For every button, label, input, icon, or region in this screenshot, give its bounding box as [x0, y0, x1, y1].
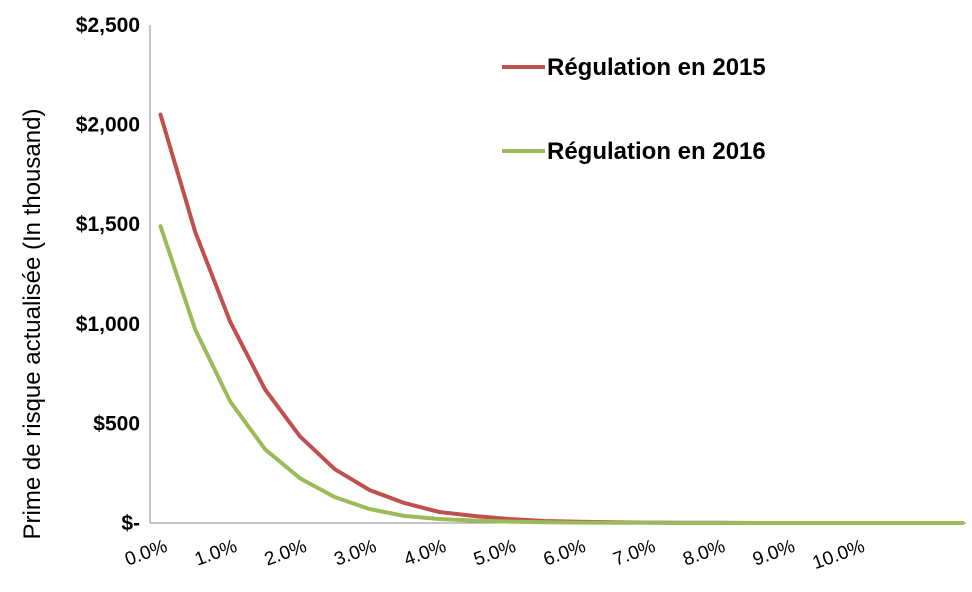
x-tick-label: 5.0% — [471, 536, 519, 571]
legend-label-1: Régulation en 2015 — [547, 54, 766, 81]
y-tick-label: $- — [121, 512, 140, 535]
y-tick-label: $2,000 — [76, 114, 140, 137]
x-tick-label: 10.0% — [810, 536, 868, 574]
y-tick-label: $1,500 — [76, 213, 140, 236]
series-group — [158, 112, 965, 525]
x-tick-label: 7.0% — [610, 536, 658, 571]
x-tick-label: 8.0% — [680, 536, 728, 571]
y-tick-label: $2,500 — [76, 14, 140, 37]
legend-label-2: Régulation en 2016 — [547, 138, 766, 165]
x-tick-labels: 0.0% 1.0% 2.0% 3.0% 4.0% 5.0% 6.0% 7.0% 8.0% 9.0%… — [122, 536, 867, 574]
x-tick-label: 1.0% — [192, 536, 240, 571]
y-tick-labels: $- $500 $1,000 $1,500 $2,000 $2,500 — [76, 14, 140, 535]
x-tick-label: 3.0% — [332, 536, 380, 571]
y-axis-label: Prime de risque actualisée (In thousand) — [19, 109, 46, 540]
x-tick-label: 6.0% — [541, 536, 589, 571]
series-line-2 — [158, 224, 965, 525]
x-tick-label: 9.0% — [750, 536, 798, 571]
y-tick-label: $1,000 — [76, 313, 140, 336]
legend: Régulation en 2015 Régulation en 2016 — [502, 54, 766, 165]
x-tick-label: 0.0% — [122, 536, 170, 571]
y-tick-label: $500 — [93, 412, 140, 435]
x-tick-label: 2.0% — [262, 536, 310, 571]
x-tick-label: 4.0% — [401, 536, 449, 571]
